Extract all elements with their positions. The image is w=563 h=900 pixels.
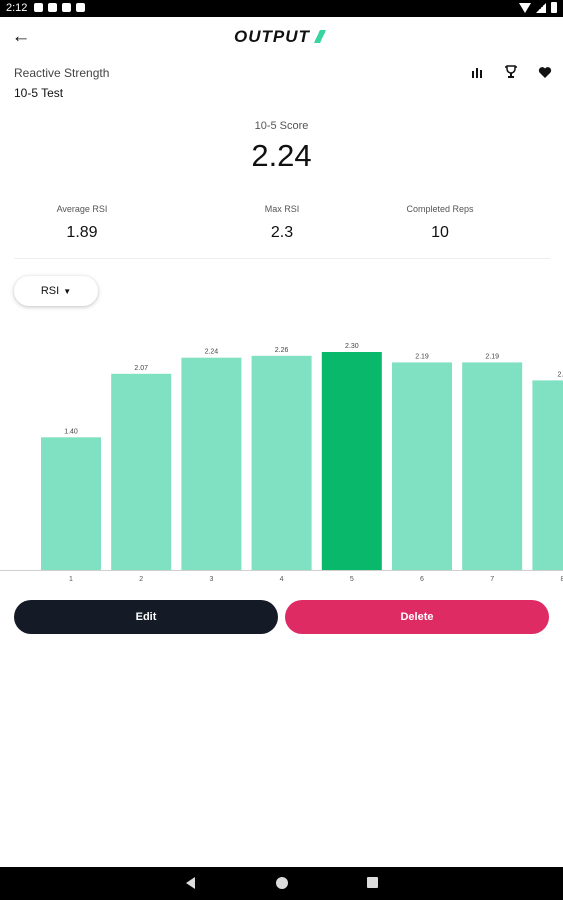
chart-bar[interactable] (532, 380, 563, 570)
x-tick-label: 5 (350, 576, 354, 583)
delete-button[interactable]: Delete (285, 600, 549, 634)
stat-label: Max RSI (264, 204, 300, 214)
app-bar: ← OUTPUT (0, 17, 563, 57)
nav-back-icon[interactable] (186, 877, 195, 889)
chart-bar[interactable] (462, 362, 523, 570)
notification-icons (34, 3, 85, 12)
chevron-down-icon: ▼ (63, 286, 72, 296)
bar-data-label: 2.30 (345, 343, 359, 350)
system-navigation-bar (0, 867, 563, 900)
bar-chart-icon[interactable] (469, 64, 485, 80)
bar-data-label: 1.40 (64, 428, 78, 435)
shield-icon (76, 3, 85, 12)
stat-label: Average RSI (56, 204, 108, 214)
stat-value: 2.3 (270, 224, 294, 241)
x-tick-label: 6 (420, 576, 424, 583)
logo-slash-icon (311, 30, 326, 43)
status-time: 2:12 (6, 2, 28, 14)
logo-text: OUTPUT (234, 27, 310, 46)
score-label: 10-5 Score (254, 120, 309, 132)
heart-icon[interactable] (537, 64, 553, 80)
metric-dropdown-value: RSI (40, 285, 60, 297)
stat-average-rsi: Average RSI 1.89 (7, 204, 157, 242)
arrow-left-icon[interactable]: ← (11, 26, 31, 47)
metric-dropdown[interactable]: RSI ▼ (14, 276, 98, 306)
chart-bar[interactable] (251, 355, 312, 570)
bar-data-label: 2.07 (134, 365, 148, 372)
bar-data-label: 2.19 (415, 353, 429, 360)
test-name: 10-5 Test (14, 86, 64, 100)
system-icons (519, 2, 557, 13)
stat-max-rsi: Max RSI 2.3 (207, 204, 357, 242)
battery-icon (551, 2, 557, 13)
rsi-bar-chart: 1.40 1 2.07 2 2.24 3 2.26 4 2.30 5 2.19 6 2.19 7 2.0 8 (0, 343, 563, 583)
x-tick-label: 3 (209, 576, 213, 583)
x-tick-label: 2 (139, 576, 143, 583)
x-tick-label: 1 (69, 576, 73, 583)
chart-bar[interactable] (41, 437, 101, 570)
stat-label: Completed Reps (406, 204, 474, 214)
status-bar: 2:12 (0, 0, 563, 17)
x-tick-label: 7 (490, 576, 494, 583)
stat-value: 1.89 (66, 224, 98, 241)
bar-data-label: 2.24 (205, 349, 219, 356)
header-actions (469, 64, 553, 80)
media-icon (48, 3, 57, 12)
app-logo: OUTPUT (234, 27, 326, 47)
bar-data-label: 2.26 (275, 347, 289, 354)
chart-bar[interactable] (392, 362, 452, 570)
bar-data-label: 2.19 (485, 353, 499, 360)
x-tick-label: 8 (560, 576, 563, 583)
stats-row: Average RSI 1.89 Max RSI 2.3 Completed R… (14, 204, 550, 259)
score-value: 2.24 (251, 138, 312, 173)
stat-value: 10 (431, 224, 449, 241)
signal-icon (536, 2, 546, 13)
nav-recents-icon[interactable] (367, 877, 378, 888)
sim-icon (62, 3, 71, 12)
message-icon (34, 3, 43, 12)
wifi-icon (519, 2, 531, 13)
trophy-icon[interactable] (503, 64, 519, 80)
stat-completed-reps: Completed Reps 10 (365, 204, 515, 242)
chart-bar[interactable] (181, 357, 242, 570)
bar-data-label: 2.0 (558, 371, 563, 378)
nav-home-icon[interactable] (276, 877, 288, 889)
edit-button[interactable]: Edit (14, 600, 278, 634)
chart-bar[interactable] (321, 352, 382, 570)
test-category: Reactive Strength (14, 66, 110, 80)
x-tick-label: 4 (280, 576, 284, 583)
chart-bar[interactable] (111, 373, 172, 570)
